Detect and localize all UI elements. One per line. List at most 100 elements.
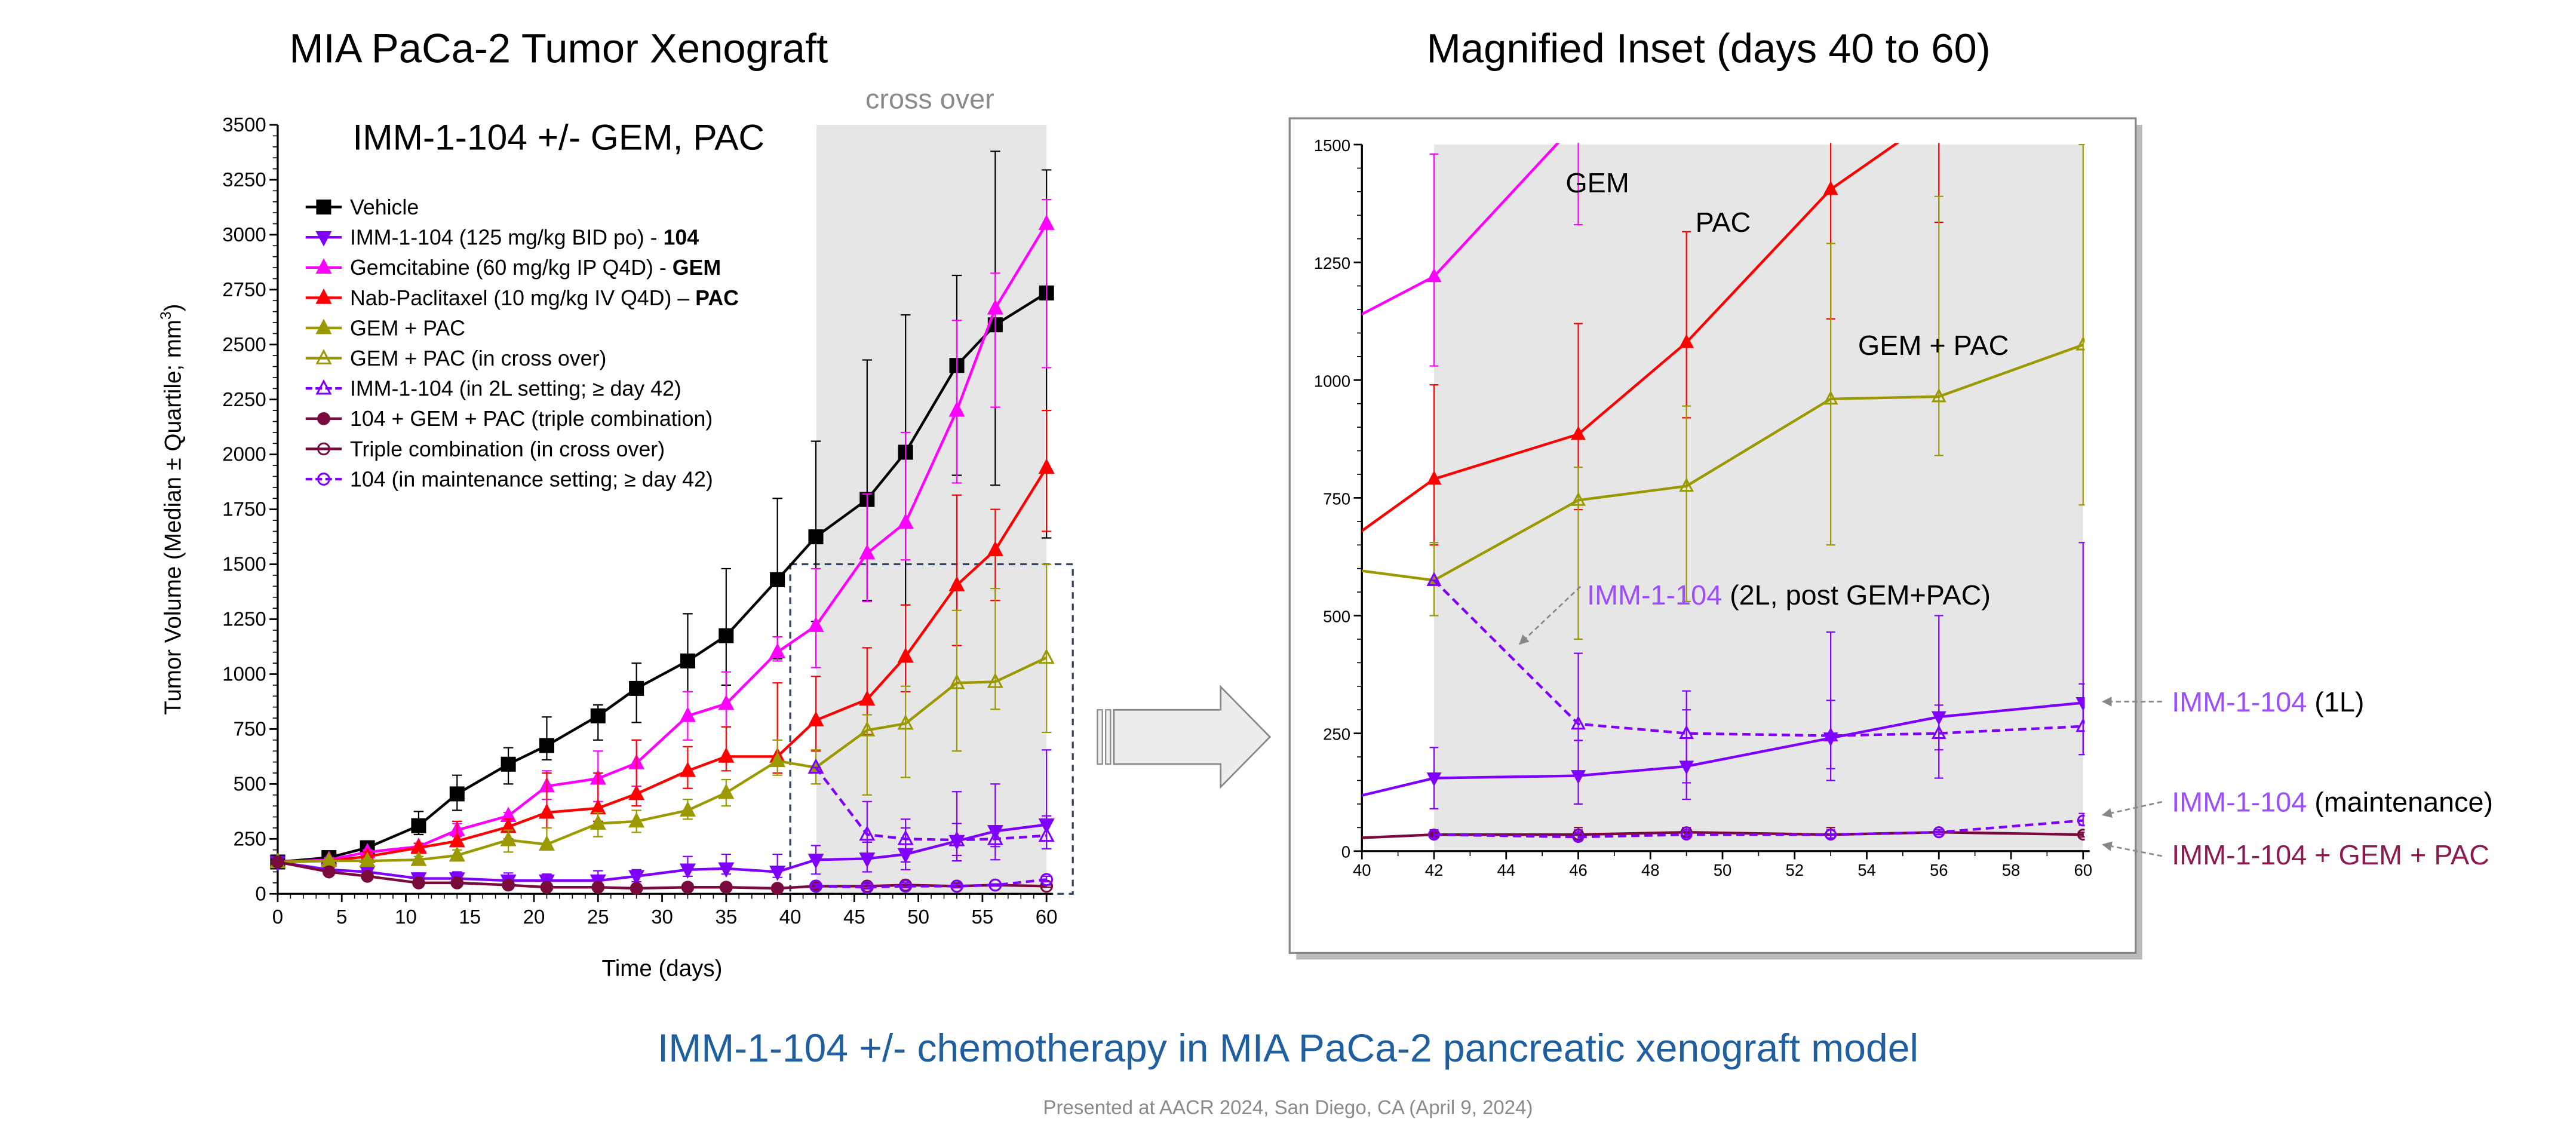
legend-item: Nab-Paclitaxel (10 mg/kg IV Q4D) – PAC bbox=[305, 286, 739, 310]
data-point-tri-down bbox=[628, 870, 645, 886]
data-point-tri-down bbox=[859, 852, 876, 868]
data-point-tri-up bbox=[538, 835, 555, 851]
legend-label-text: Triple combination (in cross over) bbox=[350, 437, 665, 461]
annotation-maintenance-desc: (maintenance) bbox=[2307, 787, 2493, 818]
legend-item: IMM-1-104 (125 mg/kg BID po) - 104 bbox=[305, 226, 699, 250]
legend-label-abbrev: 104 bbox=[663, 226, 699, 250]
data-point-square bbox=[719, 628, 734, 643]
legend-label: 104 (in maintenance setting; ≥ day 42) bbox=[350, 467, 713, 491]
right-title: Magnified Inset (days 40 to 60) bbox=[1427, 26, 1991, 72]
data-point-circle bbox=[988, 878, 1002, 892]
data-point-tri-up bbox=[1426, 268, 1442, 283]
annotation-2l-drug: IMM-1-104 bbox=[1587, 579, 1722, 611]
cross-over-label: cross over bbox=[865, 84, 994, 115]
y-tick-label: 1250 bbox=[1314, 254, 1350, 272]
annotation-gem: GEM bbox=[1565, 167, 1629, 198]
data-point-tri-up bbox=[679, 761, 696, 777]
footer: Presented at AACR 2024, San Diego, CA (A… bbox=[1043, 1096, 1533, 1118]
y-axis-label-sup: 3 bbox=[158, 311, 174, 320]
data-point-tri-up bbox=[1426, 470, 1442, 485]
legend-label-text: 104 (in maintenance setting; ≥ day 42) bbox=[350, 467, 713, 491]
legend-label-text: Gemcitabine (60 mg/kg IP Q4D) - bbox=[350, 256, 673, 280]
data-point-tri-up bbox=[769, 751, 786, 768]
data-point-circle bbox=[950, 879, 963, 893]
data-point-tri-down bbox=[315, 231, 332, 247]
x-tick-label: 52 bbox=[1785, 861, 1804, 879]
data-point-tri-up bbox=[315, 379, 332, 395]
series-line bbox=[1433, 819, 2083, 839]
data-point-tri-up bbox=[1823, 727, 1838, 742]
y-tick-label: 1250 bbox=[222, 608, 266, 630]
data-point-tri-up bbox=[589, 814, 606, 830]
data-point-tri-up bbox=[769, 643, 786, 659]
legend-label-text: IMM-1-104 (in 2L setting; ≥ day 42) bbox=[350, 377, 681, 401]
data-point-tri-up bbox=[808, 711, 824, 727]
y-tick-label: 500 bbox=[234, 772, 266, 795]
series-line bbox=[1362, 833, 1435, 839]
data-point-tri-up bbox=[1679, 725, 1694, 740]
y-tick-label: 3000 bbox=[222, 223, 266, 246]
data-point-square bbox=[808, 529, 824, 545]
chart-subtitle: IMM-1-104 +/- GEM, PAC bbox=[352, 116, 764, 157]
series-line bbox=[277, 292, 1048, 864]
data-point-square bbox=[501, 756, 516, 772]
data-point-tri-up bbox=[315, 349, 332, 364]
annotation-maintenance: IMM-1-104 (maintenance) bbox=[2172, 787, 2493, 818]
data-point-tri-up bbox=[410, 850, 427, 866]
y-tick-label: 0 bbox=[255, 882, 266, 904]
series-line bbox=[815, 766, 1047, 842]
data-point-tri-up bbox=[897, 829, 914, 845]
series-7 bbox=[1362, 829, 1440, 841]
x-tick-label: 20 bbox=[523, 906, 545, 928]
legend-label-text: GEM + PAC (in cross over) bbox=[350, 346, 606, 370]
y-tick-label: 250 bbox=[1323, 725, 1350, 744]
x-tick-label: 0 bbox=[272, 906, 283, 928]
y-tick-label: 2000 bbox=[222, 443, 266, 465]
y-tick-label: 250 bbox=[234, 827, 266, 849]
data-point-tri-up bbox=[948, 576, 965, 591]
data-point-tri-up bbox=[1038, 648, 1055, 664]
cross-over-region bbox=[816, 125, 1047, 894]
legend-item: Gemcitabine (60 mg/kg IP Q4D) - GEM bbox=[305, 256, 721, 280]
data-point-tri-up bbox=[628, 784, 645, 800]
annotation-triple-arrow bbox=[2102, 841, 2163, 857]
legend-item: GEM + PAC bbox=[305, 316, 465, 340]
data-point-tri-up bbox=[1571, 425, 1586, 440]
x-tick-label: 40 bbox=[1353, 861, 1371, 879]
legend-item: 104 (in maintenance setting; ≥ day 42) bbox=[305, 467, 713, 491]
data-point-tri-up bbox=[1038, 214, 1055, 230]
x-tick-label: 5 bbox=[336, 906, 347, 928]
series-line bbox=[816, 884, 1047, 888]
data-point-circle bbox=[770, 882, 784, 895]
data-point-tri-up bbox=[718, 783, 735, 799]
data-point-circle bbox=[1572, 831, 1585, 843]
data-point-circle bbox=[1428, 829, 1440, 841]
data-point-tri-up bbox=[2075, 336, 2085, 351]
y-tick-label: 1000 bbox=[1314, 372, 1350, 390]
data-point-tri-up bbox=[859, 825, 876, 841]
data-point-circle bbox=[899, 879, 913, 893]
left-title: MIA PaCa-2 Tumor Xenograft bbox=[289, 26, 828, 72]
legend-label-abbrev: GEM bbox=[673, 256, 721, 280]
data-point-tri-up bbox=[2075, 717, 2085, 732]
series-line bbox=[1434, 831, 2083, 836]
x-tick-label: 60 bbox=[1036, 906, 1058, 928]
x-tick-label: 60 bbox=[2074, 861, 2092, 879]
x-tick-label: 58 bbox=[2002, 861, 2021, 879]
annotation-gem-pac: GEM + PAC bbox=[1858, 330, 2009, 361]
data-point-tri-down bbox=[769, 866, 786, 881]
series-line bbox=[1362, 143, 1900, 533]
data-point-circle bbox=[317, 412, 330, 425]
legend-label: IMM-1-104 (in 2L setting; ≥ day 42) bbox=[350, 377, 681, 401]
annotation-maintenance-drug: IMM-1-104 bbox=[2172, 787, 2307, 818]
y-tick-label: 2750 bbox=[222, 278, 266, 300]
x-tick-label: 46 bbox=[1569, 861, 1588, 879]
data-point-tri-up bbox=[859, 544, 876, 560]
x-tick-label: 44 bbox=[1497, 861, 1515, 879]
data-point-tri-up bbox=[1931, 388, 1946, 403]
data-point-tri-up bbox=[808, 758, 824, 774]
data-point-tri-up bbox=[948, 673, 965, 689]
data-point-tri-up bbox=[718, 747, 735, 763]
data-point-circle bbox=[591, 881, 605, 894]
series-line bbox=[1362, 701, 2083, 797]
